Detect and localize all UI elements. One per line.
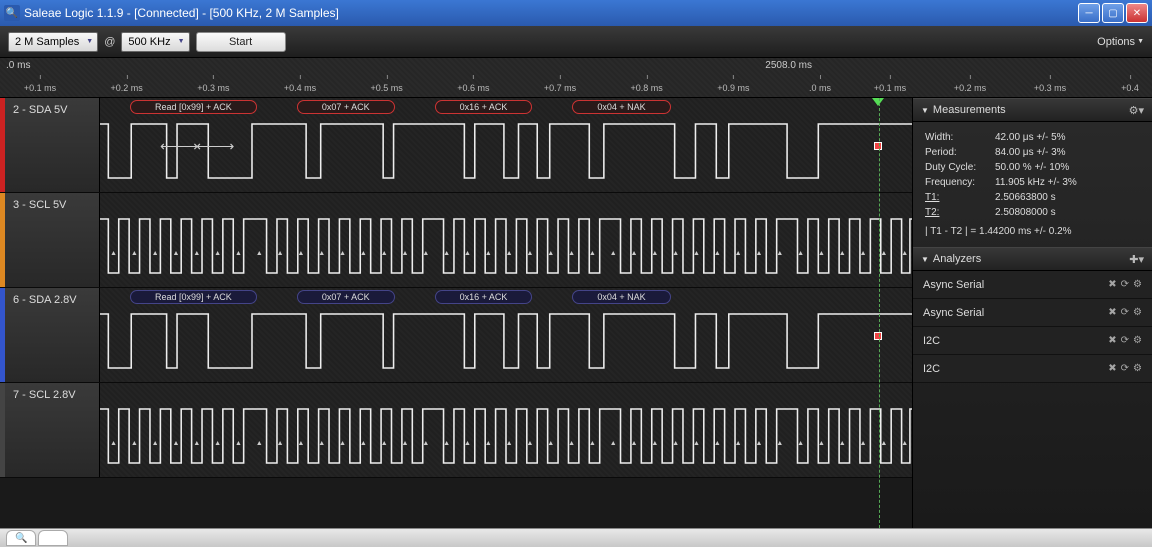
decode-pill[interactable]: 0x04 + NAK	[572, 100, 670, 114]
timeline-tick: +0.5 ms	[371, 83, 403, 93]
timeline-tick: .0 ms	[809, 83, 831, 93]
cursor-line	[879, 98, 880, 528]
timeline-tick: +0.2 ms	[954, 83, 986, 93]
gear-icon[interactable]: ⚙	[1133, 363, 1142, 374]
cursor-marker[interactable]	[874, 332, 882, 340]
measurement-row: Duty Cycle:50.00 % +/- 10%	[925, 160, 1140, 175]
refresh-icon[interactable]: ⟳	[1121, 279, 1129, 290]
at-label: @	[104, 36, 115, 48]
samples-dropdown[interactable]: 2 M Samples	[8, 32, 98, 52]
timeline-tick: +0.3 ms	[197, 83, 229, 93]
measurement-row: T2:2.50808000 s	[925, 205, 1140, 220]
decode-pill[interactable]: 0x16 + ACK	[435, 100, 533, 114]
timeline-tick: +0.1 ms	[874, 83, 906, 93]
timeline-tick: +0.8 ms	[631, 83, 663, 93]
refresh-icon[interactable]: ⟳	[1121, 335, 1129, 346]
empty-tab[interactable]	[38, 530, 68, 546]
gear-icon[interactable]: ⚙	[1133, 335, 1142, 346]
gear-icon[interactable]: ⚙▾	[1129, 104, 1144, 117]
measurements-body: Width:42.00 μs +/- 5%Period:84.00 μs +/-…	[913, 122, 1152, 247]
measure-arrows: ⟵⟶⟵⟶	[160, 138, 232, 155]
decode-pill[interactable]: Read [0x99] + ACK	[130, 290, 257, 304]
cursor-marker[interactable]	[874, 142, 882, 150]
measurements-title: Measurements	[933, 104, 1129, 116]
measurement-delta: | T1 - T2 | = 1.44200 ms +/- 0.2%	[925, 224, 1140, 239]
refresh-icon[interactable]: ⟳	[1121, 363, 1129, 374]
timeline-tick: +0.9 ms	[717, 83, 749, 93]
remove-icon[interactable]: ✖	[1108, 307, 1116, 318]
measurements-header[interactable]: ▼ Measurements ⚙▾	[913, 98, 1152, 122]
timeline-start: .0 ms	[6, 60, 30, 71]
decode-pill[interactable]: Read [0x99] + ACK	[130, 100, 257, 114]
titlebar-text: Saleae Logic 1.1.9 - [Connected] - [500 …	[24, 6, 1078, 20]
analyzers-header[interactable]: ▼ Analyzers ✚▾	[913, 247, 1152, 271]
channel-label[interactable]: 2 - SDA 5V	[0, 98, 100, 192]
remove-icon[interactable]: ✖	[1108, 279, 1116, 290]
channel-label[interactable]: 3 - SCL 5V	[0, 193, 100, 287]
toolbar: 2 M Samples @ 500 KHz Start Options▼	[0, 26, 1152, 58]
start-button[interactable]: Start	[196, 32, 286, 52]
bottom-bar: 🔍	[0, 528, 1152, 547]
remove-icon[interactable]: ✖	[1108, 335, 1116, 346]
channel-waveform[interactable]	[100, 193, 912, 287]
decode-pill[interactable]: 0x04 + NAK	[572, 290, 670, 304]
gear-icon[interactable]: ⚙	[1133, 279, 1142, 290]
rate-dropdown[interactable]: 500 KHz	[121, 32, 189, 52]
channel-row: 7 - SCL 2.8V	[0, 383, 912, 478]
titlebar: 🔍 Saleae Logic 1.1.9 - [Connected] - [50…	[0, 0, 1152, 26]
timeline-tick: +0.6 ms	[457, 83, 489, 93]
measurement-row: Frequency:11.905 kHz +/- 3%	[925, 175, 1140, 190]
timeline-cursor: 2508.0 ms	[765, 60, 812, 71]
channel-waveform[interactable]: Read [0x99] + ACK 0x07 + ACK 0x16 + ACK 0x0…	[100, 288, 912, 382]
analyzer-item[interactable]: I2C✖⟳⚙	[913, 355, 1152, 383]
measurement-row: T1:2.50663800 s	[925, 190, 1140, 205]
gear-icon[interactable]: ⚙	[1133, 307, 1142, 318]
channel-area[interactable]: 2 - SDA 5V Read [0x99] + ACK 0x07 + ACK 0x1…	[0, 98, 912, 528]
minimize-button[interactable]: ─	[1078, 3, 1100, 23]
analyzer-item[interactable]: Async Serial✖⟳⚙	[913, 271, 1152, 299]
channel-waveform[interactable]	[100, 383, 912, 477]
timeline-tick: +0.1 ms	[24, 83, 56, 93]
timeline-tick: +0.4	[1121, 83, 1139, 93]
maximize-button[interactable]: ▢	[1102, 3, 1124, 23]
options-menu[interactable]: Options▼	[1097, 36, 1144, 48]
measurement-row: Period:84.00 μs +/- 3%	[925, 145, 1140, 160]
timeline-tick: +0.4 ms	[284, 83, 316, 93]
collapse-icon: ▼	[921, 255, 929, 264]
channel-row: 6 - SDA 2.8V Read [0x99] + ACK 0x07 + ACK 0…	[0, 288, 912, 383]
measurement-row: Width:42.00 μs +/- 5%	[925, 130, 1140, 145]
timeline-tick: +0.7 ms	[544, 83, 576, 93]
refresh-icon[interactable]: ⟳	[1121, 307, 1129, 318]
trigger-marker[interactable]	[872, 98, 884, 106]
search-tab[interactable]: 🔍	[6, 530, 36, 546]
add-icon[interactable]: ✚▾	[1129, 253, 1144, 266]
channel-waveform[interactable]: Read [0x99] + ACK 0x07 + ACK 0x16 + ACK 0x0…	[100, 98, 912, 192]
decode-pill[interactable]: 0x07 + ACK	[297, 290, 395, 304]
analyzer-item[interactable]: I2C✖⟳⚙	[913, 327, 1152, 355]
sidebar: ▼ Measurements ⚙▾ Width:42.00 μs +/- 5%P…	[912, 98, 1152, 528]
decode-pill[interactable]: 0x16 + ACK	[435, 290, 533, 304]
channel-label[interactable]: 6 - SDA 2.8V	[0, 288, 100, 382]
close-button[interactable]: ✕	[1126, 3, 1148, 23]
channel-label[interactable]: 7 - SCL 2.8V	[0, 383, 100, 477]
collapse-icon: ▼	[921, 106, 929, 115]
timeline[interactable]: .0 ms 2508.0 ms +0.1 ms +0.2 ms +0.3 ms +0.…	[0, 58, 1152, 98]
app-icon: 🔍	[4, 5, 20, 21]
remove-icon[interactable]: ✖	[1108, 363, 1116, 374]
analyzers-title: Analyzers	[933, 253, 1129, 265]
channel-row: 3 - SCL 5V	[0, 193, 912, 288]
timeline-tick: +0.2 ms	[111, 83, 143, 93]
timeline-tick: +0.3 ms	[1034, 83, 1066, 93]
channel-row: 2 - SDA 5V Read [0x99] + ACK 0x07 + ACK 0x1…	[0, 98, 912, 193]
decode-pill[interactable]: 0x07 + ACK	[297, 100, 395, 114]
analyzer-item[interactable]: Async Serial✖⟳⚙	[913, 299, 1152, 327]
